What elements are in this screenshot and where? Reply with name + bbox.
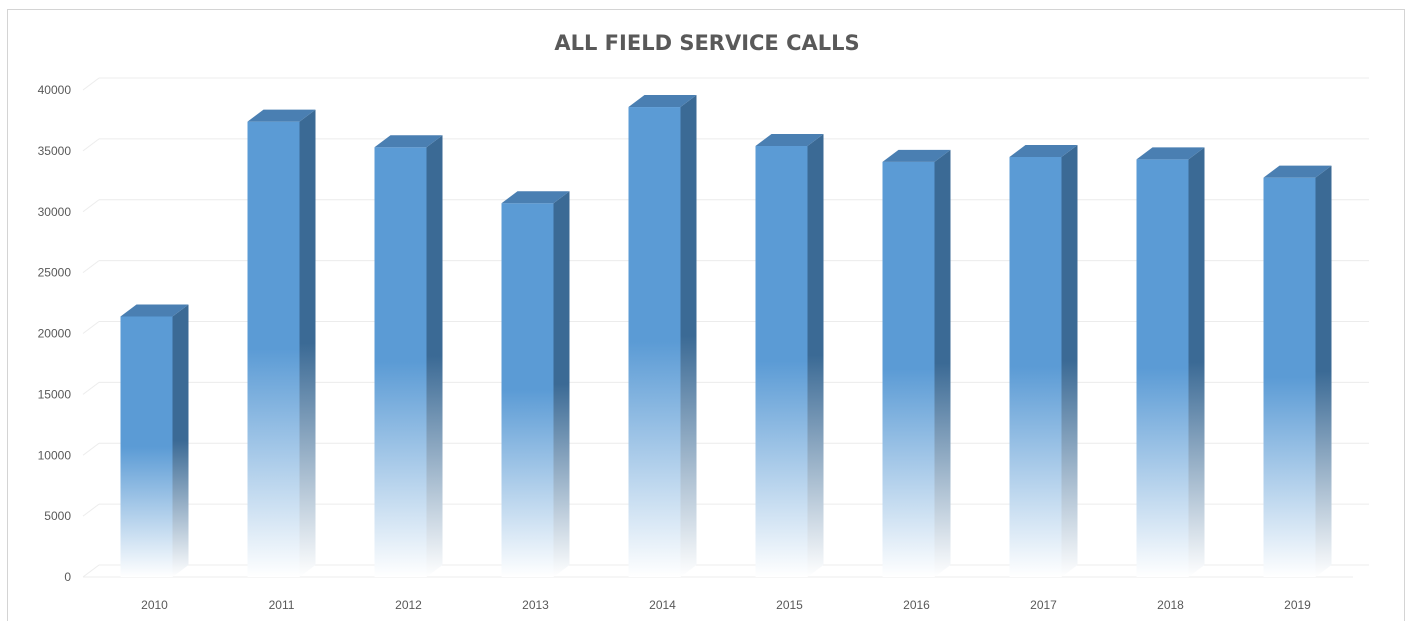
- bar-top: [1009, 144, 1078, 157]
- y-axis-tick-labels: 0 5000 10000 15000 20000 25000 30000 35000 40000: [38, 83, 72, 584]
- gridline-diagonal: [82, 138, 100, 152]
- bar-top: [247, 109, 316, 122]
- bars: [120, 95, 1332, 578]
- bar-front: [1263, 177, 1316, 577]
- bar-front: [755, 146, 808, 577]
- chart-title: ALL FIELD SERVICE CALLS: [554, 31, 859, 55]
- bar-side: [299, 109, 316, 577]
- bar-side: [807, 134, 824, 577]
- x-tick-label: 2011: [269, 598, 295, 612]
- x-tick-label: 2019: [1284, 598, 1311, 612]
- bar-top: [374, 135, 443, 148]
- bar-2014: [628, 95, 697, 578]
- bar-top: [882, 149, 951, 162]
- y-tick-label: 10000: [38, 448, 72, 462]
- bar-top: [755, 134, 824, 147]
- bar-side: [553, 191, 570, 578]
- bar-2012: [374, 135, 443, 577]
- y-tick-label: 40000: [38, 83, 72, 97]
- bar-2017: [1009, 144, 1078, 577]
- y-tick-label: 30000: [38, 205, 72, 219]
- x-tick-label: 2010: [141, 598, 168, 612]
- bar-side: [172, 304, 189, 577]
- bar-2015: [755, 134, 824, 577]
- y-tick-label: 5000: [44, 509, 71, 523]
- bar-front: [1009, 156, 1062, 577]
- bar-front: [882, 161, 935, 577]
- x-tick-label: 2018: [1157, 598, 1184, 612]
- gridline-diagonal: [82, 503, 100, 517]
- bar-top: [628, 95, 697, 108]
- x-tick-label: 2017: [1030, 598, 1057, 612]
- y-tick-label: 25000: [38, 266, 72, 280]
- bar-2019: [1263, 165, 1332, 577]
- y-tick-label: 35000: [38, 144, 72, 158]
- bar-2010: [120, 304, 189, 577]
- bar-front: [374, 147, 427, 577]
- gridline-diagonal: [82, 321, 100, 334]
- bar-top: [1136, 147, 1205, 160]
- bar-2011: [247, 109, 316, 577]
- gridline-diagonal: [82, 199, 100, 213]
- y-tick-label: 15000: [38, 387, 72, 401]
- bar-side: [1315, 165, 1332, 577]
- bar-top: [1263, 165, 1332, 178]
- gridline-diagonal: [82, 260, 100, 274]
- bar-2013: [501, 191, 570, 578]
- bar-side: [680, 95, 697, 578]
- x-tick-label: 2016: [903, 598, 930, 612]
- gridline-diagonal: [82, 564, 100, 578]
- bar-front: [1136, 159, 1189, 577]
- bar-2018: [1136, 147, 1205, 577]
- bar-chart: ALL FIELD SERVICE CALLS 0 5000 10000 15000 2…: [38, 31, 1369, 612]
- bar-top: [501, 191, 570, 204]
- chart-area: ALL FIELD SERVICE CALLS 0 5000 10000 15000 2…: [7, 9, 1405, 621]
- bar-front: [501, 203, 554, 578]
- x-tick-label: 2012: [395, 598, 422, 612]
- gridline-diagonal: [82, 381, 100, 395]
- bar-side: [1061, 144, 1078, 577]
- y-tick-label: 0: [64, 570, 71, 584]
- bar-side: [426, 135, 443, 577]
- bar-top: [120, 304, 189, 317]
- bar-front: [120, 316, 173, 577]
- bar-2016: [882, 149, 951, 577]
- x-tick-label: 2015: [776, 598, 803, 612]
- bar-side: [934, 149, 951, 577]
- x-axis-tick-labels: 2010 2011 2012 2013 2014 2015 2016 2017 2018 2019: [141, 598, 1311, 612]
- x-tick-label: 2014: [649, 598, 676, 612]
- bar-front: [628, 107, 681, 578]
- x-tick-label: 2013: [522, 598, 549, 612]
- bar-side: [1188, 147, 1205, 577]
- gridline-diagonal: [82, 442, 100, 456]
- gridline-diagonal: [82, 77, 100, 91]
- y-tick-label: 20000: [38, 327, 72, 341]
- bar-front: [247, 121, 300, 577]
